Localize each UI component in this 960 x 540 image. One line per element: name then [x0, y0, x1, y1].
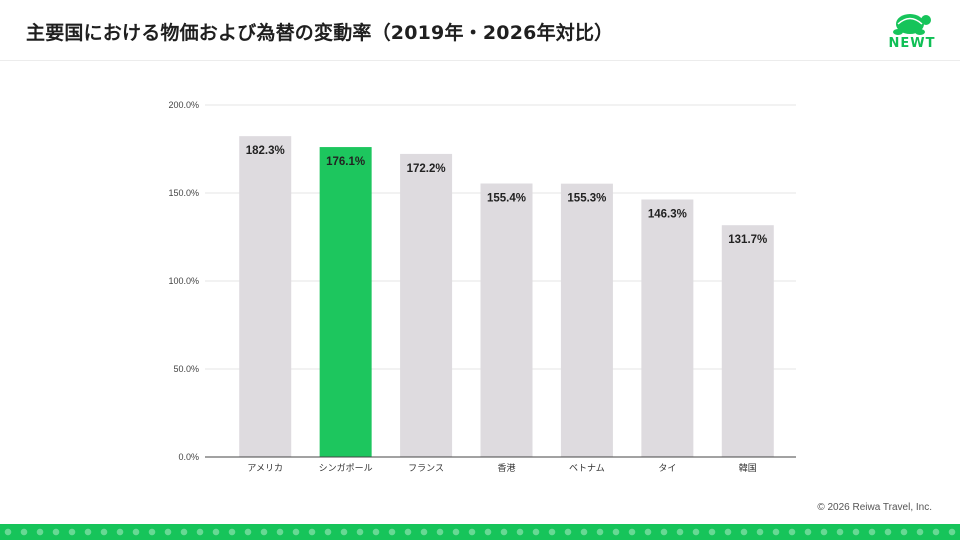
- y-tick-label: 150.0%: [168, 188, 199, 198]
- bar: [641, 199, 694, 457]
- page-title: 主要国における物価および為替の変動率（2019年・2026年対比）: [26, 22, 614, 44]
- data-label: 155.3%: [567, 193, 606, 205]
- data-label: 155.4%: [487, 192, 526, 204]
- data-label: 172.2%: [407, 163, 446, 175]
- copyright-text: © 2026 Reiwa Travel, Inc.: [817, 502, 932, 513]
- footer-brand-bar: [0, 524, 960, 540]
- y-tick-label: 50.0%: [173, 364, 199, 374]
- data-label: 146.3%: [648, 209, 687, 221]
- bar: [319, 147, 372, 457]
- logo-text: NEWT: [888, 36, 936, 51]
- x-tick-label: ベトナム: [569, 463, 605, 474]
- x-tick-label: アメリカ: [247, 463, 283, 474]
- header: 主要国における物価および為替の変動率（2019年・2026年対比） NEWT: [0, 0, 960, 61]
- y-tick-label: 0.0%: [178, 452, 199, 462]
- bar: [480, 183, 533, 457]
- data-label: 176.1%: [326, 156, 365, 168]
- data-label: 131.7%: [728, 234, 767, 246]
- bar: [239, 136, 292, 457]
- bar: [721, 225, 774, 457]
- bar-chart: 0.0% 50.0% 100.0% 150.0% 200.0% 182.3% アメリカ 176…: [168, 100, 796, 474]
- newt-logo: NEWT: [886, 9, 938, 53]
- x-tick-label: 香港: [497, 462, 515, 474]
- y-tick-label: 200.0%: [168, 100, 199, 110]
- data-label: 182.3%: [246, 145, 285, 157]
- bar: [560, 183, 613, 457]
- bar: [400, 153, 453, 457]
- x-tick-label: タイ: [658, 463, 676, 474]
- x-tick-label: 韓国: [739, 463, 757, 474]
- x-tick-label: シンガポール: [319, 463, 373, 474]
- y-tick-label: 100.0%: [168, 276, 199, 286]
- x-tick-label: フランス: [408, 463, 444, 474]
- turtle-icon: [893, 14, 931, 35]
